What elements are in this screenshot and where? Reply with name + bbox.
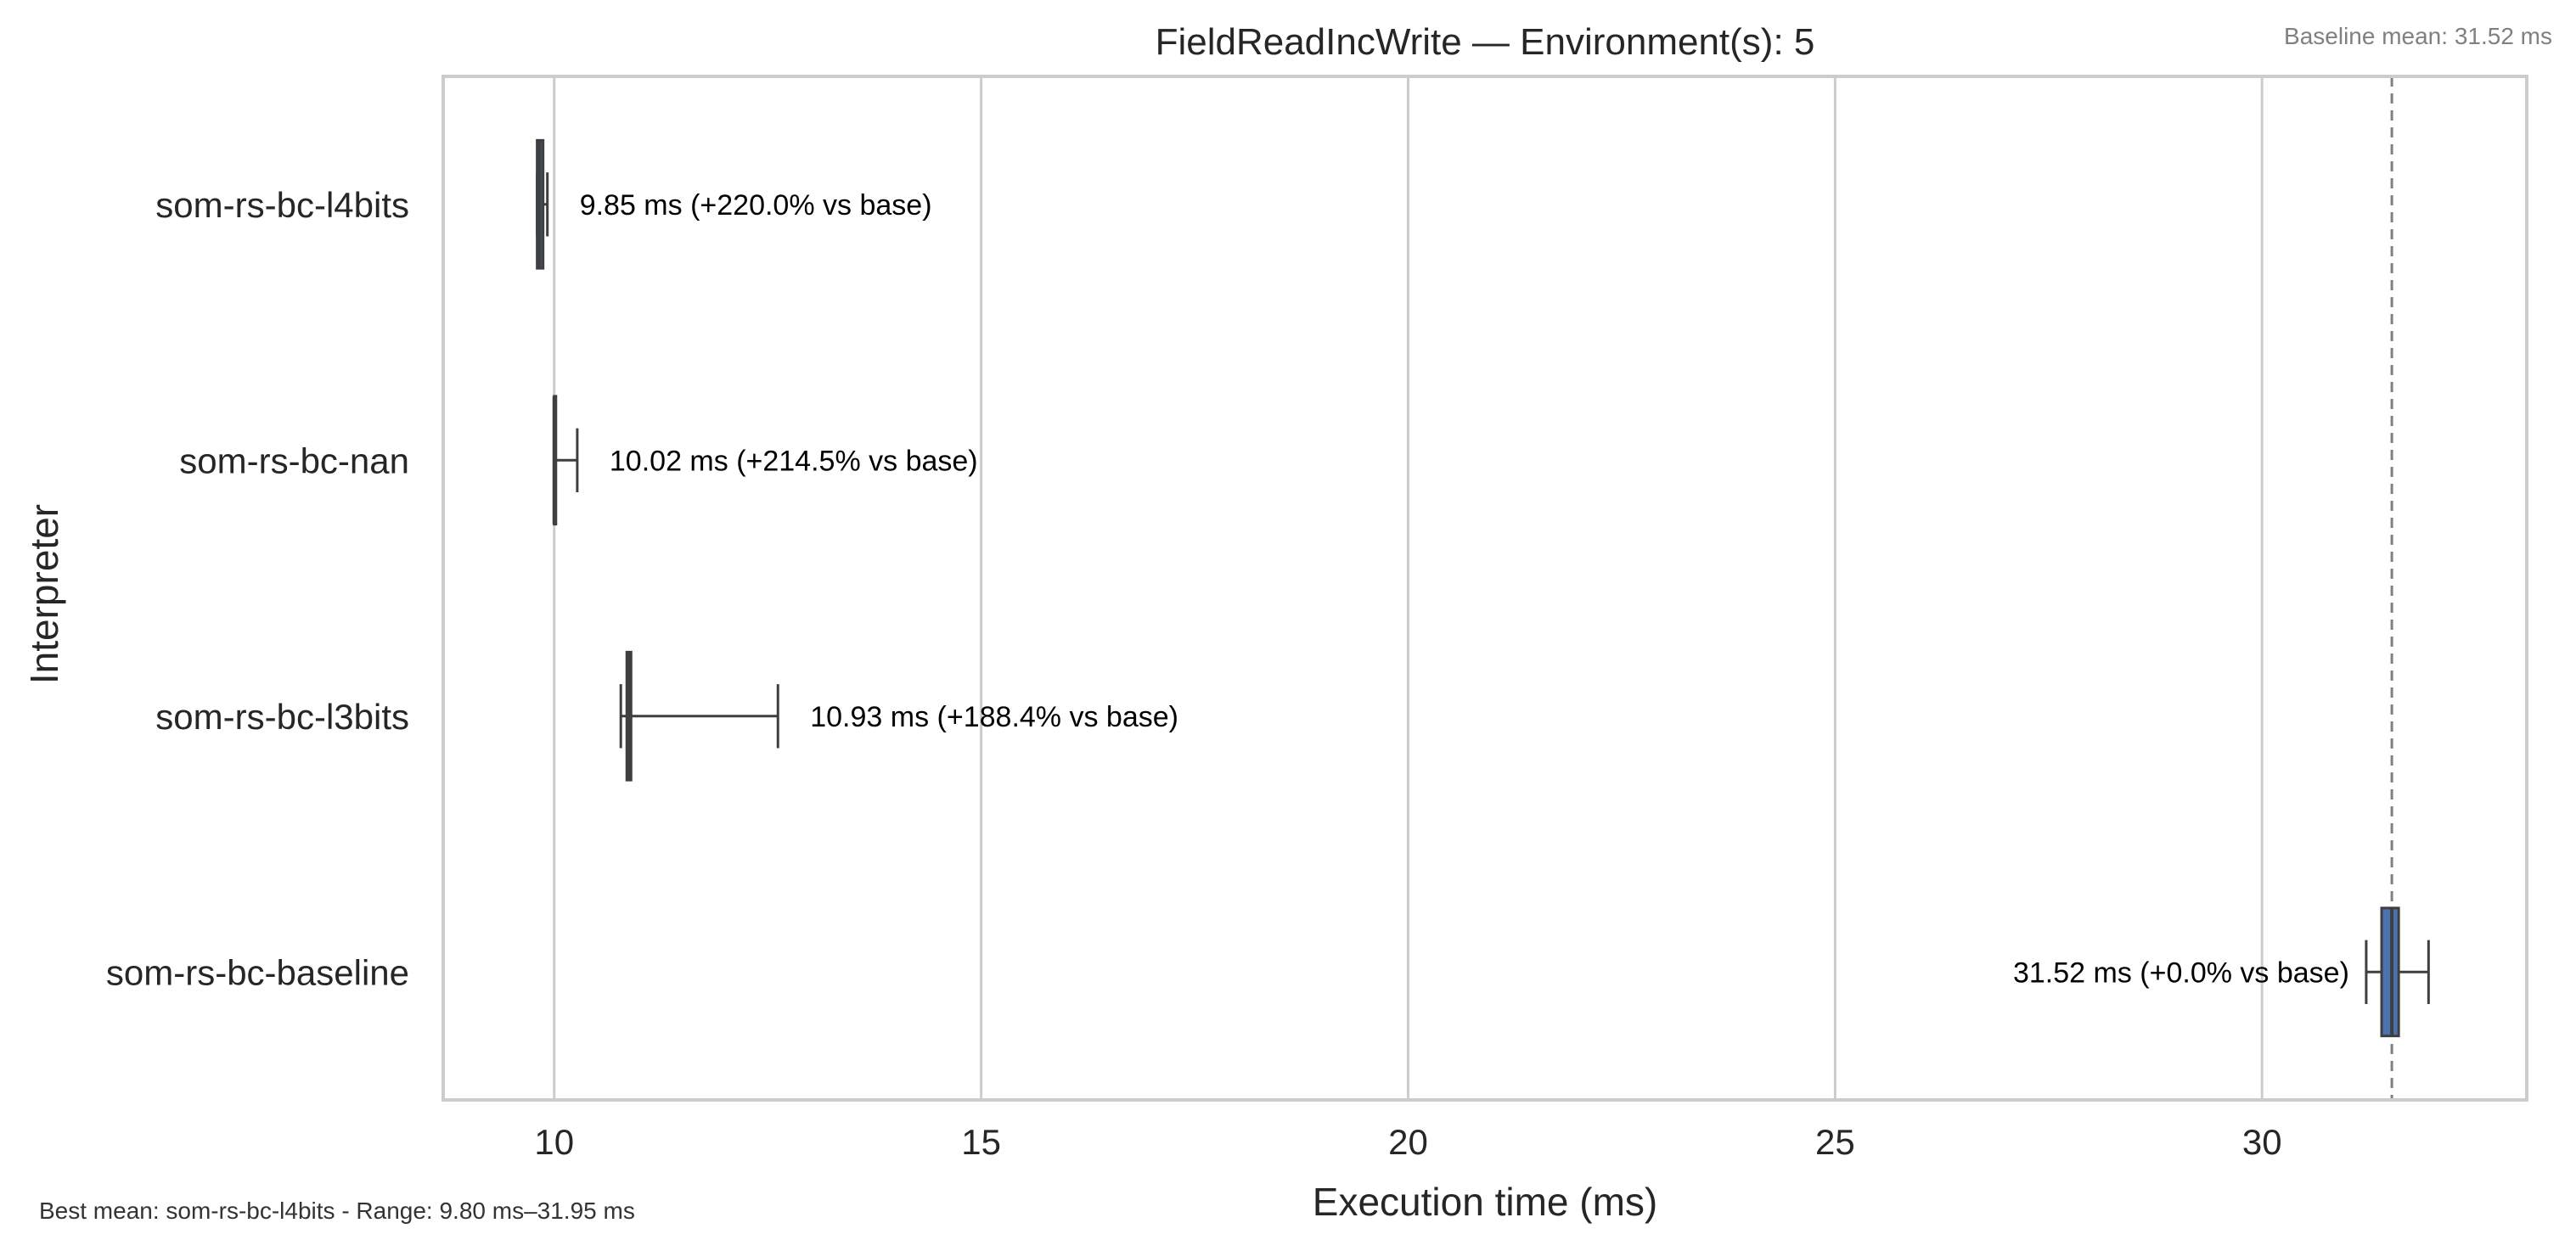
box-group: [619, 650, 779, 782]
y-category-label: som-rs-bc-l4bits: [155, 185, 409, 225]
x-tick-label: 30: [2242, 1122, 2282, 1162]
y-axis-label: Interpreter: [22, 504, 66, 684]
box-layer: [536, 138, 2430, 1038]
mean-label: 10.93 ms (+188.4% vs base): [810, 701, 1178, 733]
box-group: [536, 138, 549, 270]
label-layer: 9.85 ms (+220.0% vs base) 10.02 ms (+214.…: [580, 189, 2349, 990]
chart-title: FieldReadIncWrite — Environment(s): 5: [1156, 21, 1815, 63]
x-tick-label: 20: [1388, 1122, 1428, 1162]
box-group: [2365, 906, 2430, 1038]
x-tick-label: 15: [961, 1122, 1001, 1162]
iqr-box: [2380, 906, 2400, 1038]
y-category-labels: som-rs-bc-l4bits som-rs-bc-nan som-rs-bc-l…: [106, 185, 409, 993]
x-axis-label: Execution time (ms): [1313, 1180, 1657, 1224]
x-tick-labels: 10 15 20 25 30: [534, 1122, 2281, 1162]
mean-label: 31.52 ms (+0.0% vs base): [2013, 956, 2349, 989]
x-tick-label: 10: [534, 1122, 574, 1162]
box-group: [552, 395, 579, 526]
baseline-mean-note: Baseline mean: 31.52 ms: [2284, 23, 2552, 49]
y-category-label: som-rs-bc-l3bits: [155, 697, 409, 737]
mean-label: 10.02 ms (+214.5% vs base): [610, 445, 978, 477]
footer-note: Best mean: som-rs-bc-l4bits - Range: 9.8…: [39, 1198, 635, 1224]
mean-label: 9.85 ms (+220.0% vs base): [580, 189, 932, 222]
y-category-label: som-rs-bc-nan: [179, 440, 409, 480]
grid-layer: [553, 76, 2264, 1100]
y-category-label: som-rs-bc-baseline: [106, 952, 409, 992]
x-tick-label: 25: [1815, 1122, 1855, 1162]
plot-frame: [442, 75, 2528, 1102]
